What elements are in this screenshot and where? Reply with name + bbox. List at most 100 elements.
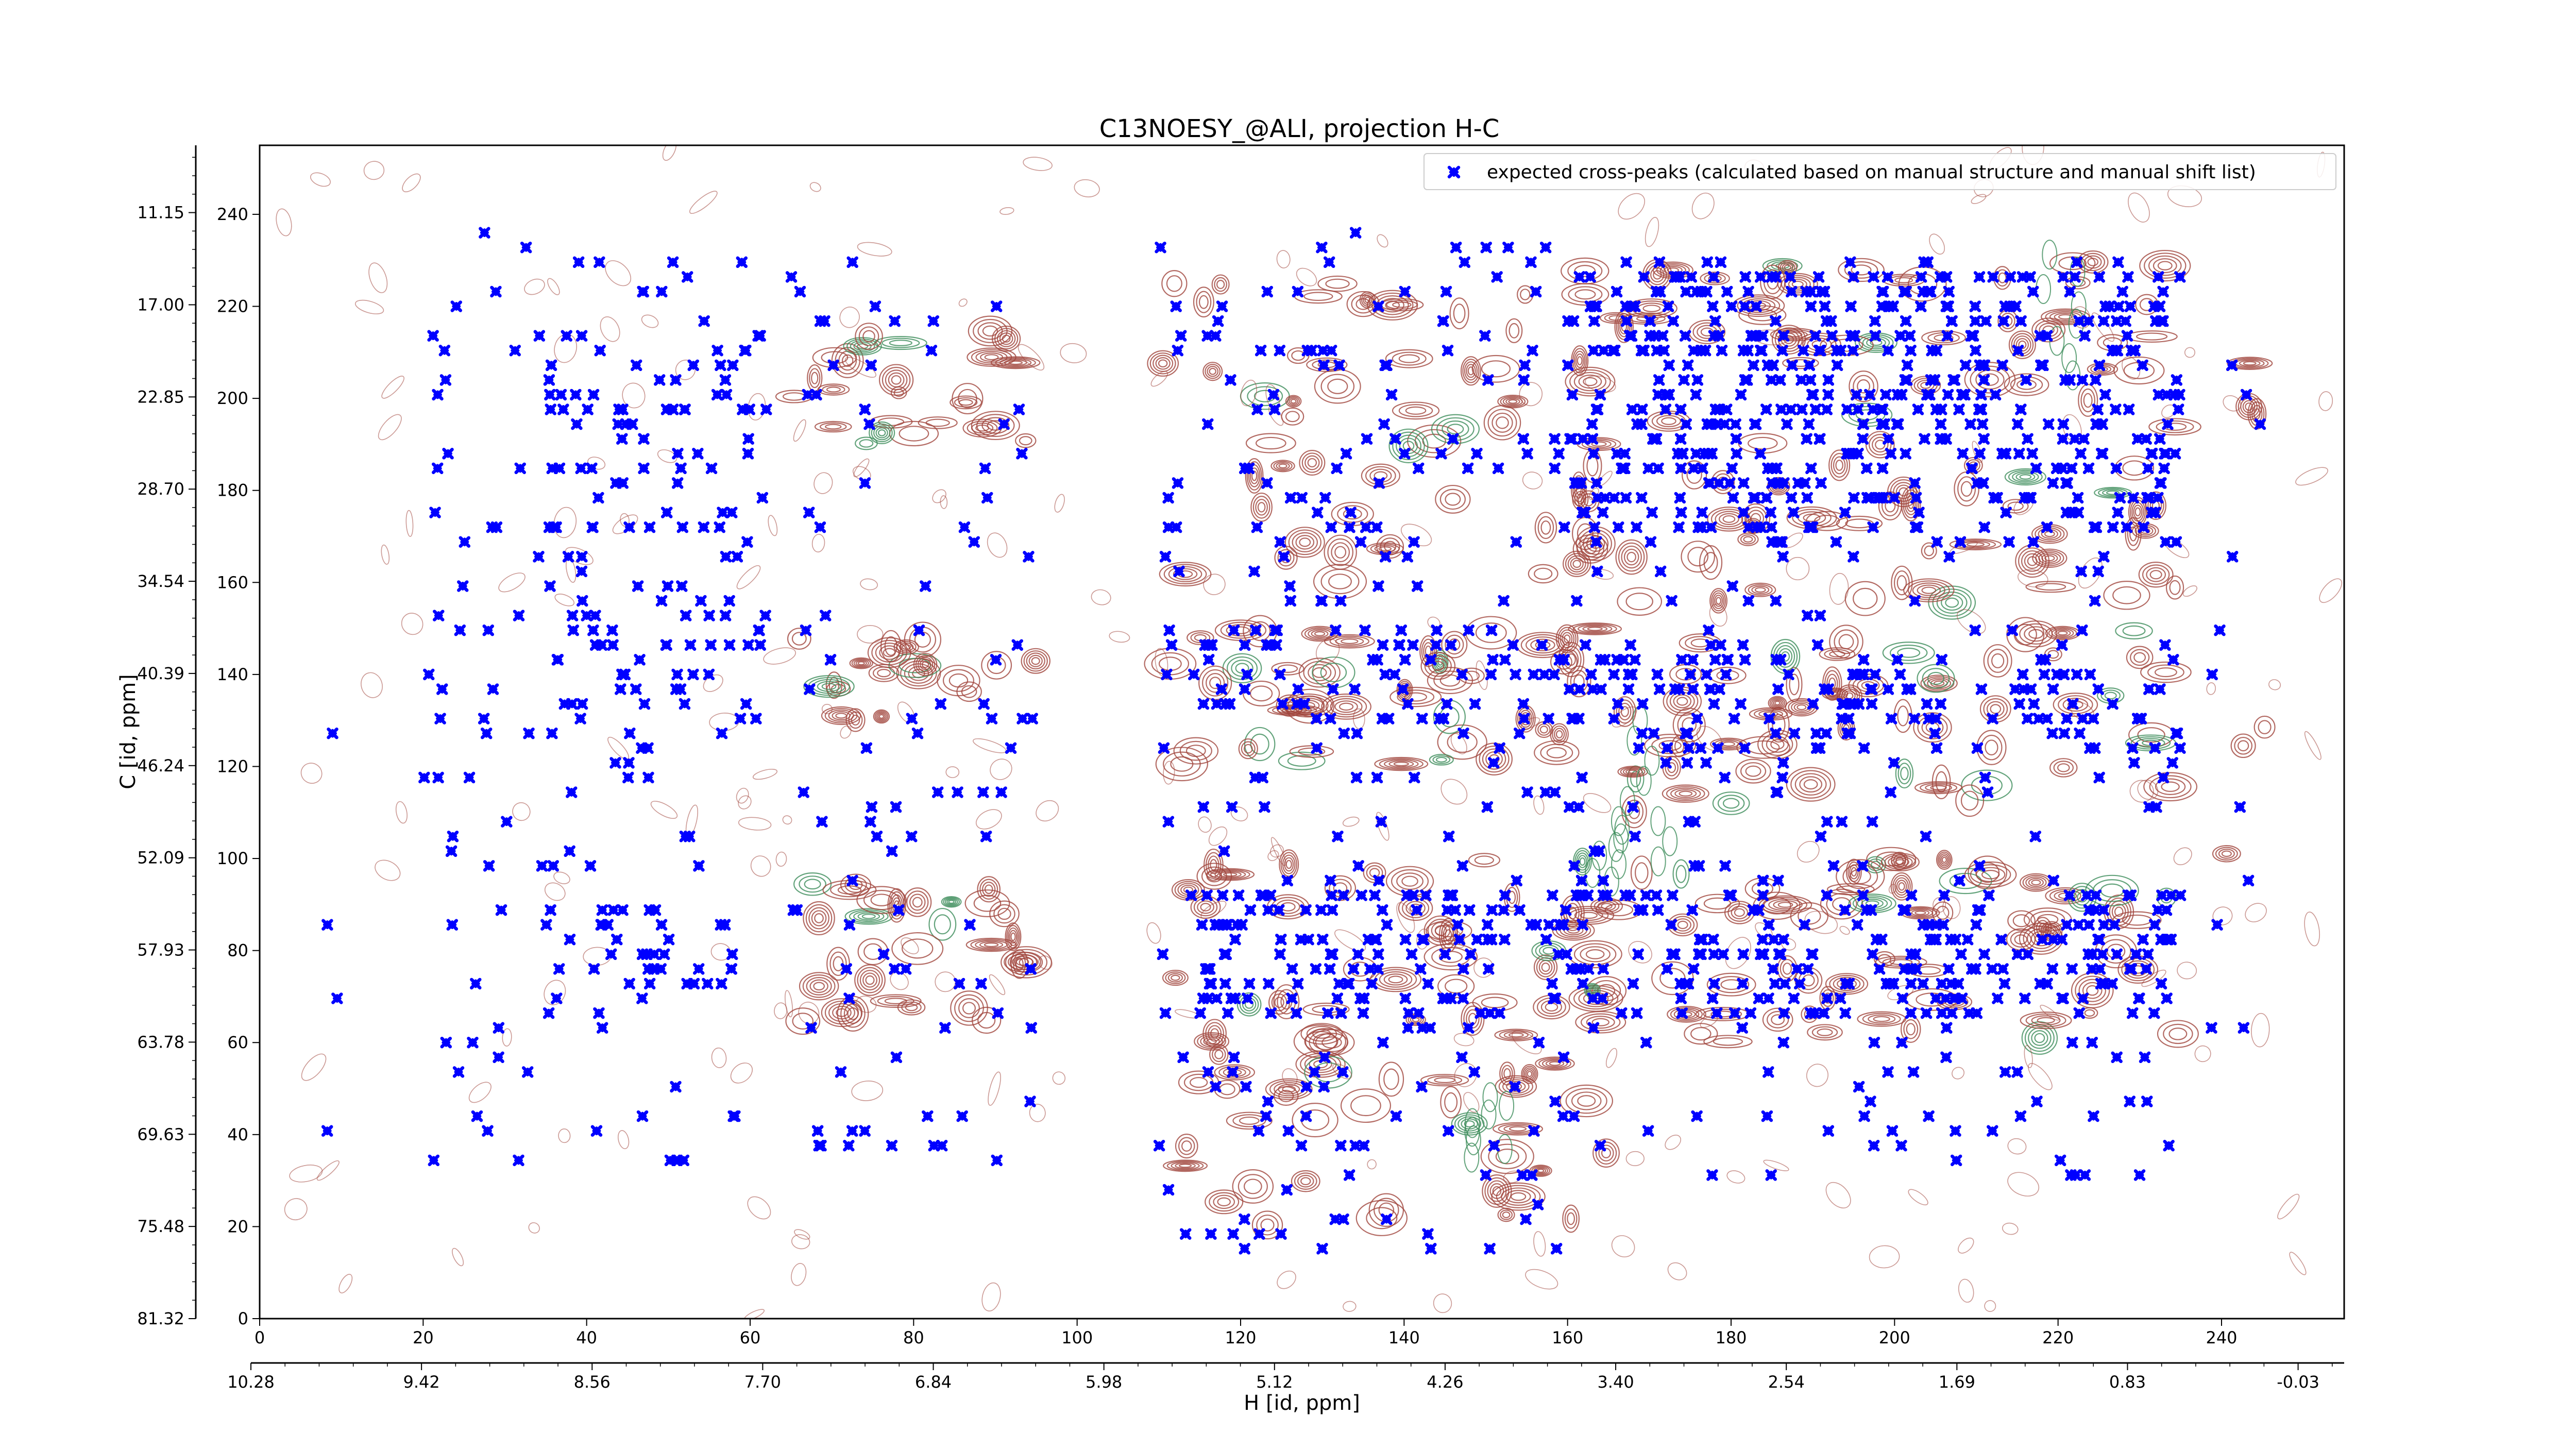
contour-ring	[905, 1003, 918, 1012]
cross-peak-marker	[1799, 919, 1810, 931]
cross-peak-marker	[2065, 462, 2078, 475]
x-tick-label: 240	[2206, 1328, 2237, 1347]
contour-ring	[1299, 537, 1311, 547]
cross-peak-marker	[459, 536, 471, 548]
noise-contour	[752, 768, 778, 780]
cross-peak-marker	[566, 610, 579, 621]
cross-peak-marker	[1619, 462, 1631, 475]
cross-peak-marker	[2135, 713, 2147, 724]
noise-contour	[981, 1282, 1001, 1312]
cross-peak-marker	[1475, 1007, 1486, 1019]
contour-ring	[845, 708, 866, 732]
cross-peak-marker	[436, 683, 448, 695]
cross-peak-marker	[495, 904, 507, 916]
cross-peak-marker	[846, 256, 858, 268]
cross-peak-marker	[1979, 771, 1991, 784]
cross-peak-marker	[1688, 462, 1700, 475]
noise-contour	[932, 489, 946, 503]
contour-ring	[889, 340, 912, 347]
cross-peak-marker	[1591, 492, 1603, 504]
cross-peak-marker	[2083, 904, 2095, 916]
contour-ring	[1487, 409, 1517, 437]
cross-peak-marker	[1562, 359, 1574, 372]
contour-ring	[1440, 1086, 1462, 1119]
cross-peak-marker	[1492, 462, 1504, 475]
cross-peak-marker	[1239, 1243, 1251, 1255]
cross-peak-marker	[1626, 403, 1638, 415]
contour-ring	[1241, 741, 1256, 756]
cross-peak-marker	[1679, 330, 1691, 342]
cross-peak-marker	[1725, 300, 1738, 312]
cross-peak-marker	[1826, 330, 1838, 342]
cross-peak-marker	[1251, 521, 1263, 533]
cross-peak-marker	[1371, 521, 1383, 533]
contour-ring	[870, 894, 893, 906]
cross-peak-marker	[1774, 654, 1787, 666]
contour-ring	[1163, 1159, 1208, 1172]
cross-peak-marker	[2034, 978, 2046, 990]
cross-peak-marker	[2159, 639, 2171, 651]
cross-peak-marker	[1327, 948, 1338, 961]
cross-peak-marker	[1649, 330, 1661, 342]
contour-ring	[1445, 634, 1464, 655]
contour-ring	[803, 675, 855, 698]
contour-ring	[904, 621, 942, 658]
contour-ring	[1364, 296, 1371, 304]
cross-peak-marker	[1739, 300, 1751, 312]
cross-peak-marker	[1848, 551, 1859, 563]
cross-peak-marker	[1554, 919, 1566, 931]
contour-ring	[1494, 1029, 1538, 1041]
contour-ring	[2057, 631, 2068, 636]
cross-peak-marker	[1355, 889, 1368, 901]
noise-contour	[301, 1053, 327, 1081]
contour-ring	[785, 1007, 821, 1035]
cross-peak-marker	[479, 227, 490, 239]
cross-peak-marker	[2093, 359, 2106, 372]
contour-ring	[1194, 1032, 1230, 1051]
contour-ring	[1158, 656, 1182, 671]
cross-peak-marker	[2137, 359, 2148, 372]
cross-peak-marker	[893, 904, 905, 916]
cross-peak-marker	[2077, 992, 2089, 1004]
cross-peak-marker	[1894, 668, 1906, 681]
contour-ring	[1586, 456, 1599, 477]
cross-peak-marker	[566, 698, 578, 710]
contour-ring	[1315, 1033, 1349, 1052]
contour-ring	[1202, 1019, 1227, 1048]
cross-peak-marker	[2092, 683, 2104, 695]
cross-peak-marker	[1987, 713, 1998, 724]
x-tick-label: 120	[1225, 1328, 1256, 1347]
contour-ring	[948, 900, 955, 904]
noise-contour	[2128, 192, 2150, 223]
cross-peak-marker	[1965, 462, 1978, 475]
contour-ring	[1273, 984, 1300, 1019]
cross-peak-marker	[1946, 1007, 1958, 1019]
contour-ring	[2104, 692, 2117, 700]
cross-peak-marker	[1998, 978, 2011, 990]
noise-contour	[544, 882, 566, 901]
cross-peak-marker	[2084, 668, 2096, 681]
cross-peak-marker	[843, 992, 855, 1004]
cross-peak-marker	[1777, 551, 1789, 563]
cross-peak-marker	[935, 698, 947, 710]
cross-peak-marker	[2069, 271, 2081, 283]
noise-contour	[711, 1047, 727, 1068]
noise-contour	[2319, 578, 2343, 603]
cross-peak-marker	[2034, 330, 2046, 342]
cross-peak-marker	[1588, 521, 1601, 533]
contour-ring	[1208, 855, 1219, 874]
cross-peak-marker	[1172, 345, 1184, 357]
cross-peak-marker	[1779, 978, 1791, 990]
cross-peak-marker	[1986, 963, 1998, 975]
contour-ring	[1573, 847, 1592, 875]
cross-peak-marker	[1608, 713, 1620, 724]
cross-peak-marker	[671, 477, 684, 489]
cross-peak-marker	[1335, 1140, 1347, 1152]
cross-peak-marker	[1401, 551, 1414, 563]
cross-peak-marker	[1983, 889, 1995, 901]
contour-ring	[2168, 1027, 2188, 1040]
contour-ring	[1289, 397, 1298, 405]
cross-peak-marker	[886, 845, 898, 857]
cross-peak-marker	[1770, 462, 1782, 475]
